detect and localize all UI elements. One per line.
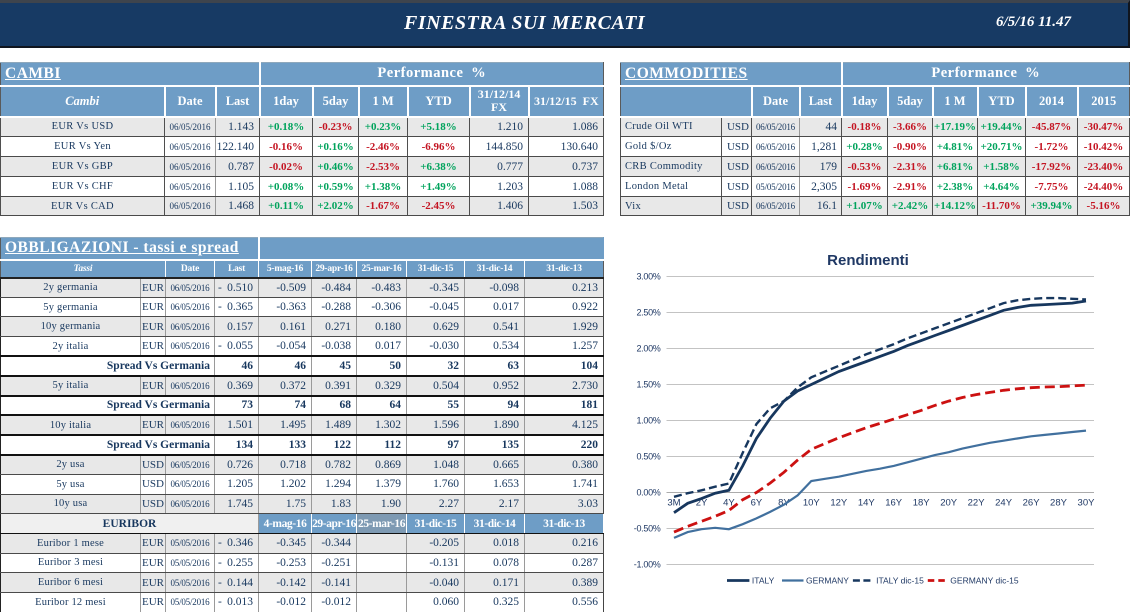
svg-text:ITALY dic-15: ITALY dic-15 [876,576,924,586]
svg-text:GERMANY dic-15: GERMANY dic-15 [950,576,1019,586]
svg-text:22Y: 22Y [968,498,986,509]
svg-text:30Y: 30Y [1078,498,1096,509]
svg-text:0.00%: 0.00% [636,488,660,498]
svg-text:10Y: 10Y [803,498,821,509]
svg-text:28Y: 28Y [1050,498,1068,509]
svg-text:12Y: 12Y [830,498,848,509]
svg-text:ITALY: ITALY [752,576,775,586]
svg-text:4Y: 4Y [723,498,735,509]
svg-text:-0.50%: -0.50% [634,524,661,534]
svg-text:2Y: 2Y [696,498,708,509]
svg-text:Rendimenti: Rendimenti [827,252,909,269]
svg-text:24Y: 24Y [995,498,1013,509]
svg-text:-1.00%: -1.00% [634,560,661,570]
svg-text:1.50%: 1.50% [636,380,660,390]
svg-text:26Y: 26Y [1023,498,1041,509]
svg-text:2.00%: 2.00% [636,344,660,354]
svg-text:20Y: 20Y [940,498,958,509]
svg-text:3.00%: 3.00% [636,272,660,282]
svg-text:18Y: 18Y [913,498,931,509]
svg-text:GERMANY: GERMANY [806,576,849,586]
svg-text:14Y: 14Y [858,498,876,509]
svg-text:1.00%: 1.00% [636,416,660,426]
svg-text:2.50%: 2.50% [636,308,660,318]
svg-text:3M: 3M [667,498,680,509]
svg-text:8Y: 8Y [778,498,790,509]
svg-text:6Y: 6Y [751,498,763,509]
svg-text:0.50%: 0.50% [636,452,660,462]
svg-text:16Y: 16Y [885,498,903,509]
